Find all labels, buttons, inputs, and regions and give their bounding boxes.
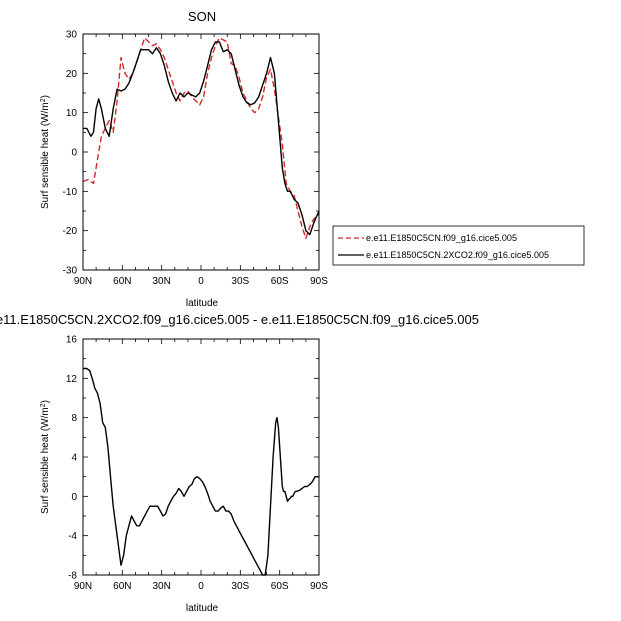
bottom-x-tick-label: 30S <box>231 581 249 592</box>
bottom-y-tick-label: -4 <box>68 531 77 542</box>
top-x-tick-label: 90N <box>74 276 92 287</box>
bottom-y-tick-label: 12 <box>66 374 78 385</box>
bottom-y-tick-label: 0 <box>71 492 77 503</box>
top-x-axis-label: latitude <box>186 298 219 309</box>
top-x-tick-label: 30N <box>152 276 170 287</box>
top-y-tick-label: 10 <box>66 108 78 119</box>
bottom-y-tick-label: -8 <box>68 571 77 582</box>
top-chart-title: SON <box>188 9 216 24</box>
bottom-series-line-0 <box>83 367 319 576</box>
top-chart: SON 90N 60N 30N 0 30S 60S 90S-30-20-100102030 … <box>40 9 585 309</box>
top-x-tick-label: 0 <box>198 276 204 287</box>
top-y-tick-label: 30 <box>66 30 78 41</box>
bottom-y-axis-label: Surf sensible heat (W/m2) <box>40 400 52 514</box>
bottom-x-tick-label: 60N <box>113 581 131 592</box>
top-y-tick-label: -10 <box>63 187 78 198</box>
top-plot-frame <box>82 33 320 271</box>
top-x-tick-label: 30S <box>231 276 249 287</box>
top-series-line-1 <box>83 41 320 236</box>
legend-label-2xco2: e.e11.E1850C5CN.2XCO2.f09_g16.cice5.005 <box>366 250 549 260</box>
top-y-tick-label: -30 <box>63 266 78 277</box>
legend-box <box>332 225 585 266</box>
bottom-chart-title: e.e11.E1850C5CN.2XCO2.f09_g16.cice5.005 … <box>0 312 479 327</box>
top-y-tick-label: -20 <box>63 226 78 237</box>
bottom-y-tick-label: 8 <box>71 413 77 424</box>
top-series-line-0 <box>82 37 320 240</box>
bottom-x-tick-label: 90N <box>74 581 92 592</box>
top-x-tick-label: 60N <box>113 276 131 287</box>
bottom-x-tick-label: 60S <box>271 581 289 592</box>
legend-label-control: e.e11.E1850C5CN.f09_g16.cice5.005 <box>366 233 517 243</box>
legend: e.e11.E1850C5CN.f09_g16.cice5.005 e.e11.… <box>332 225 585 266</box>
top-y-tick-label: 0 <box>71 148 77 159</box>
bottom-x-tick-label: 90S <box>310 581 328 592</box>
top-y-axis-label: Surf sensible heat (W/m2) <box>40 95 52 209</box>
bottom-plot-frame <box>82 338 320 576</box>
bottom-y-tick-label: 4 <box>71 453 77 464</box>
bottom-x-tick-label: 0 <box>198 581 204 592</box>
bottom-y-tick-label: 16 <box>66 335 78 346</box>
top-x-tick-label: 60S <box>271 276 289 287</box>
bottom-x-tick-label: 30N <box>152 581 170 592</box>
bottom-chart: e.e11.E1850C5CN.2XCO2.f09_g16.cice5.005 … <box>0 312 479 614</box>
top-y-tick-label: 20 <box>66 69 78 80</box>
bottom-x-axis-label: latitude <box>186 603 219 614</box>
top-x-tick-label: 90S <box>310 276 328 287</box>
